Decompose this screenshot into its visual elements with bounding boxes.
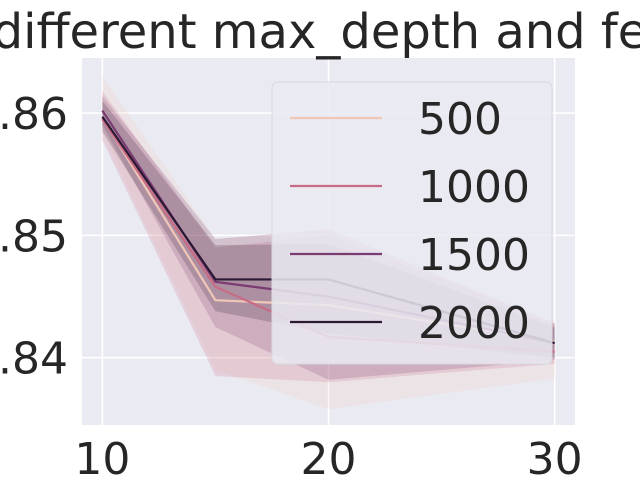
x-tick-label: 20 [301, 434, 357, 480]
legend-label-500: 500 [418, 94, 502, 145]
x-axis-ticks: 10 20 30 [74, 434, 582, 480]
legend-label-1500: 1500 [418, 230, 530, 281]
legend-label-1000: 1000 [418, 162, 530, 213]
y-tick-label: .84 [0, 334, 68, 385]
chart-title: different max_depth and fe [0, 4, 640, 60]
legend-label-2000: 2000 [418, 298, 530, 349]
x-tick-label: 30 [527, 434, 583, 480]
legend: 500 1000 1500 2000 [271, 81, 553, 365]
y-tick-label: .85 [0, 211, 68, 262]
legend-box [271, 81, 553, 365]
y-axis-ticks: .84 .85 .86 [0, 89, 68, 385]
y-tick-label: .86 [0, 89, 68, 140]
x-tick-label: 10 [74, 434, 130, 480]
